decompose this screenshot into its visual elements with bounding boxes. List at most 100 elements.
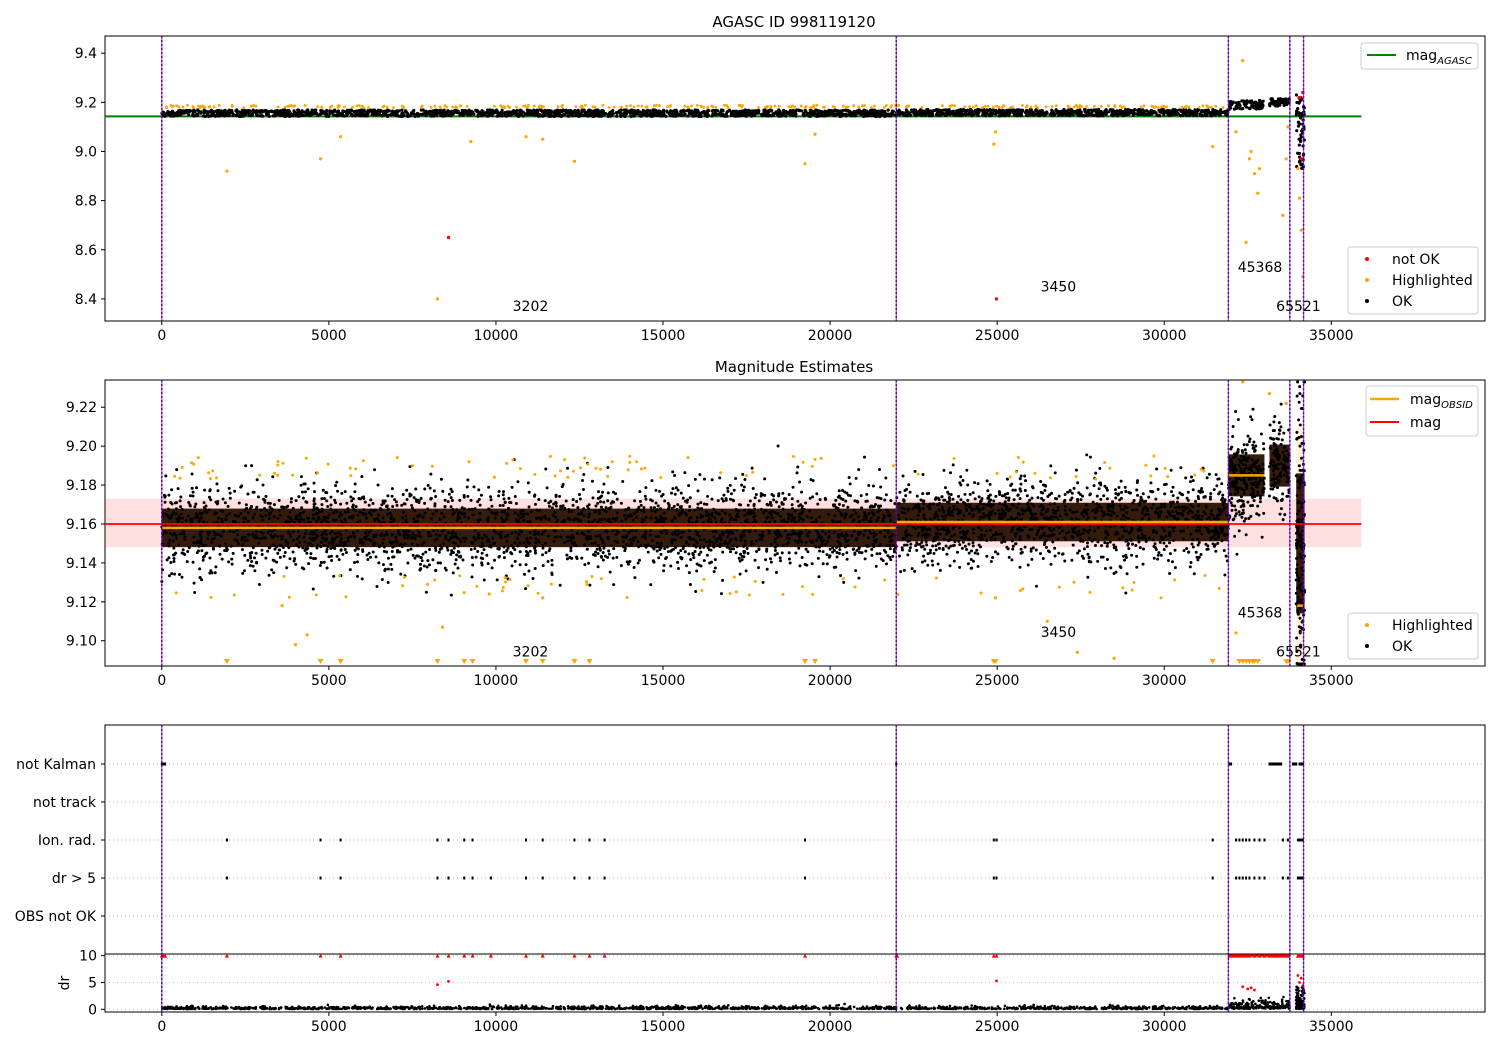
ok-point: [353, 561, 357, 565]
ok-point: [182, 111, 187, 115]
ok-point: [841, 497, 845, 501]
ok-point: [565, 553, 569, 557]
ok-point: [540, 532, 544, 536]
ok-point: [469, 547, 473, 551]
ok-point: [636, 540, 640, 544]
ok-point: [189, 518, 193, 522]
ok-point: [534, 113, 538, 117]
ok-point: [472, 535, 476, 539]
ok-point: [393, 112, 397, 116]
ok-point: [212, 530, 216, 534]
ok-point: [418, 562, 422, 566]
ok-point: [495, 578, 499, 582]
highlighted-point: [1150, 104, 1154, 108]
ok-point: [718, 542, 722, 546]
ok-point: [679, 549, 683, 553]
ok-point: [299, 475, 303, 479]
ok-point: [405, 488, 409, 492]
ok-point: [843, 545, 847, 549]
ok-point: [351, 515, 355, 519]
ok-point: [267, 109, 271, 114]
ok-point: [938, 113, 942, 118]
highlighted-point: [711, 105, 715, 109]
ok-point: [839, 574, 843, 578]
highlighted-point: [1201, 104, 1205, 108]
legend-label-not-ok: not OK: [1392, 252, 1440, 268]
obsid-annotation: 65521: [1276, 299, 1321, 315]
ok-point: [820, 535, 824, 539]
highlighted-point: [201, 104, 205, 108]
ok-point: [1229, 106, 1233, 110]
ok-point: [288, 510, 292, 514]
ok-point: [503, 535, 507, 539]
ok-point: [295, 537, 299, 541]
ok-point: [834, 498, 838, 502]
ok-point: [180, 551, 184, 555]
ok-point: [976, 114, 980, 118]
ok-point: [388, 511, 392, 515]
ok-point: [438, 547, 442, 551]
ok-point: [1094, 109, 1098, 114]
ok-point: [216, 489, 220, 493]
ok-point: [599, 505, 603, 509]
ok-point: [433, 504, 437, 508]
ok-point: [329, 503, 333, 507]
ok-point: [342, 109, 346, 114]
ok-point: [506, 506, 510, 510]
ok-point: [333, 531, 337, 535]
ok-point: [462, 495, 466, 499]
ok-point: [746, 551, 750, 555]
ok-point: [1061, 112, 1065, 116]
ok-point: [410, 504, 414, 508]
ok-point: [434, 494, 438, 498]
ok-point: [841, 488, 845, 492]
ok-point: [531, 576, 535, 580]
ok-point: [571, 498, 575, 502]
ok-point: [788, 561, 792, 565]
highlighted-point: [1241, 58, 1245, 63]
highlighted-point: [316, 105, 320, 109]
ok-point: [582, 113, 586, 117]
ok-point: [365, 553, 369, 557]
ok-point: [243, 553, 247, 557]
ok-point: [375, 110, 380, 114]
ok-point: [458, 113, 462, 117]
ok-point: [315, 546, 319, 550]
ok-point: [487, 112, 491, 116]
ok-point: [187, 113, 191, 117]
ok-point: [427, 531, 431, 535]
ok-point: [372, 533, 376, 537]
ok-point: [506, 513, 510, 517]
highlighted-point: [940, 104, 944, 108]
ok-point: [220, 520, 224, 524]
ok-point: [731, 110, 735, 115]
ok-point: [757, 109, 761, 113]
ok-point: [489, 545, 493, 549]
ok-point: [1237, 102, 1241, 106]
ok-point: [322, 543, 326, 547]
ok-point: [419, 108, 423, 112]
highlighted-point: [337, 104, 341, 108]
ok-point: [167, 574, 171, 578]
ok-point: [853, 551, 857, 555]
ok-point: [321, 488, 325, 492]
x-axis: 0 5000 10000 15000 20000 25000 30000 35000: [157, 321, 1354, 344]
ok-point: [323, 518, 327, 522]
ok-point: [664, 557, 668, 561]
ok-point: [519, 510, 523, 514]
ok-point: [324, 529, 328, 533]
ok-point: [194, 512, 198, 516]
ok-point: [575, 531, 579, 535]
ok-point: [172, 510, 176, 514]
ok-point: [247, 113, 252, 117]
ok-point: [239, 512, 243, 516]
ok-point: [202, 108, 206, 112]
ok-point: [164, 531, 168, 535]
ok-point: [549, 113, 553, 117]
ok-point: [469, 113, 473, 117]
ok-point: [1142, 113, 1146, 117]
ok-point: [204, 552, 208, 556]
ok-point: [757, 566, 761, 570]
ok-point: [726, 489, 730, 493]
ok-point: [388, 540, 392, 544]
